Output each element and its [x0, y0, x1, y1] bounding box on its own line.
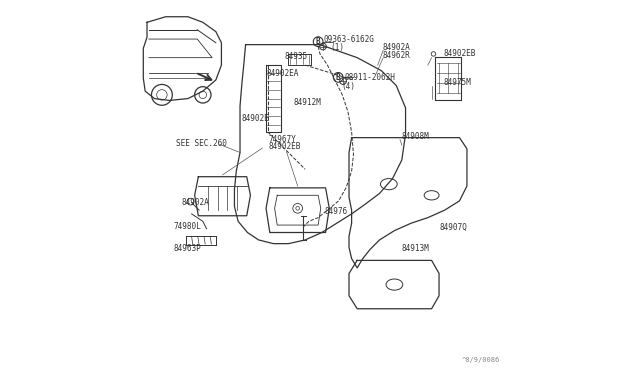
Text: 84908M: 84908M	[401, 132, 429, 141]
Text: 84902A: 84902A	[383, 43, 410, 52]
Text: 84907Q: 84907Q	[440, 223, 468, 232]
Text: (1): (1)	[330, 43, 344, 52]
Text: 84963P: 84963P	[173, 244, 201, 253]
Text: SEE SEC.260: SEE SEC.260	[175, 139, 227, 148]
Text: 09363-6162G: 09363-6162G	[324, 35, 374, 44]
Text: 08911-2062H: 08911-2062H	[344, 73, 395, 82]
Text: 84913M: 84913M	[401, 244, 429, 253]
Text: 84902E: 84902E	[242, 114, 269, 123]
Text: 84975M: 84975M	[444, 78, 471, 87]
Text: 84902EB: 84902EB	[269, 142, 301, 151]
Text: B: B	[316, 37, 321, 46]
Text: 84902A: 84902A	[182, 198, 209, 207]
Text: 84935: 84935	[284, 52, 307, 61]
Text: 84912M: 84912M	[293, 98, 321, 107]
Text: 84962R: 84962R	[383, 51, 410, 60]
Text: 74980L: 74980L	[173, 222, 201, 231]
Text: (4): (4)	[342, 82, 355, 91]
Text: B: B	[336, 73, 340, 82]
Text: 84902EB: 84902EB	[444, 49, 476, 58]
Text: ^8/9/0086: ^8/9/0086	[462, 357, 500, 363]
Text: 84902EA: 84902EA	[266, 69, 299, 78]
Text: 74967Y: 74967Y	[269, 135, 296, 144]
Text: 84976: 84976	[324, 207, 348, 216]
